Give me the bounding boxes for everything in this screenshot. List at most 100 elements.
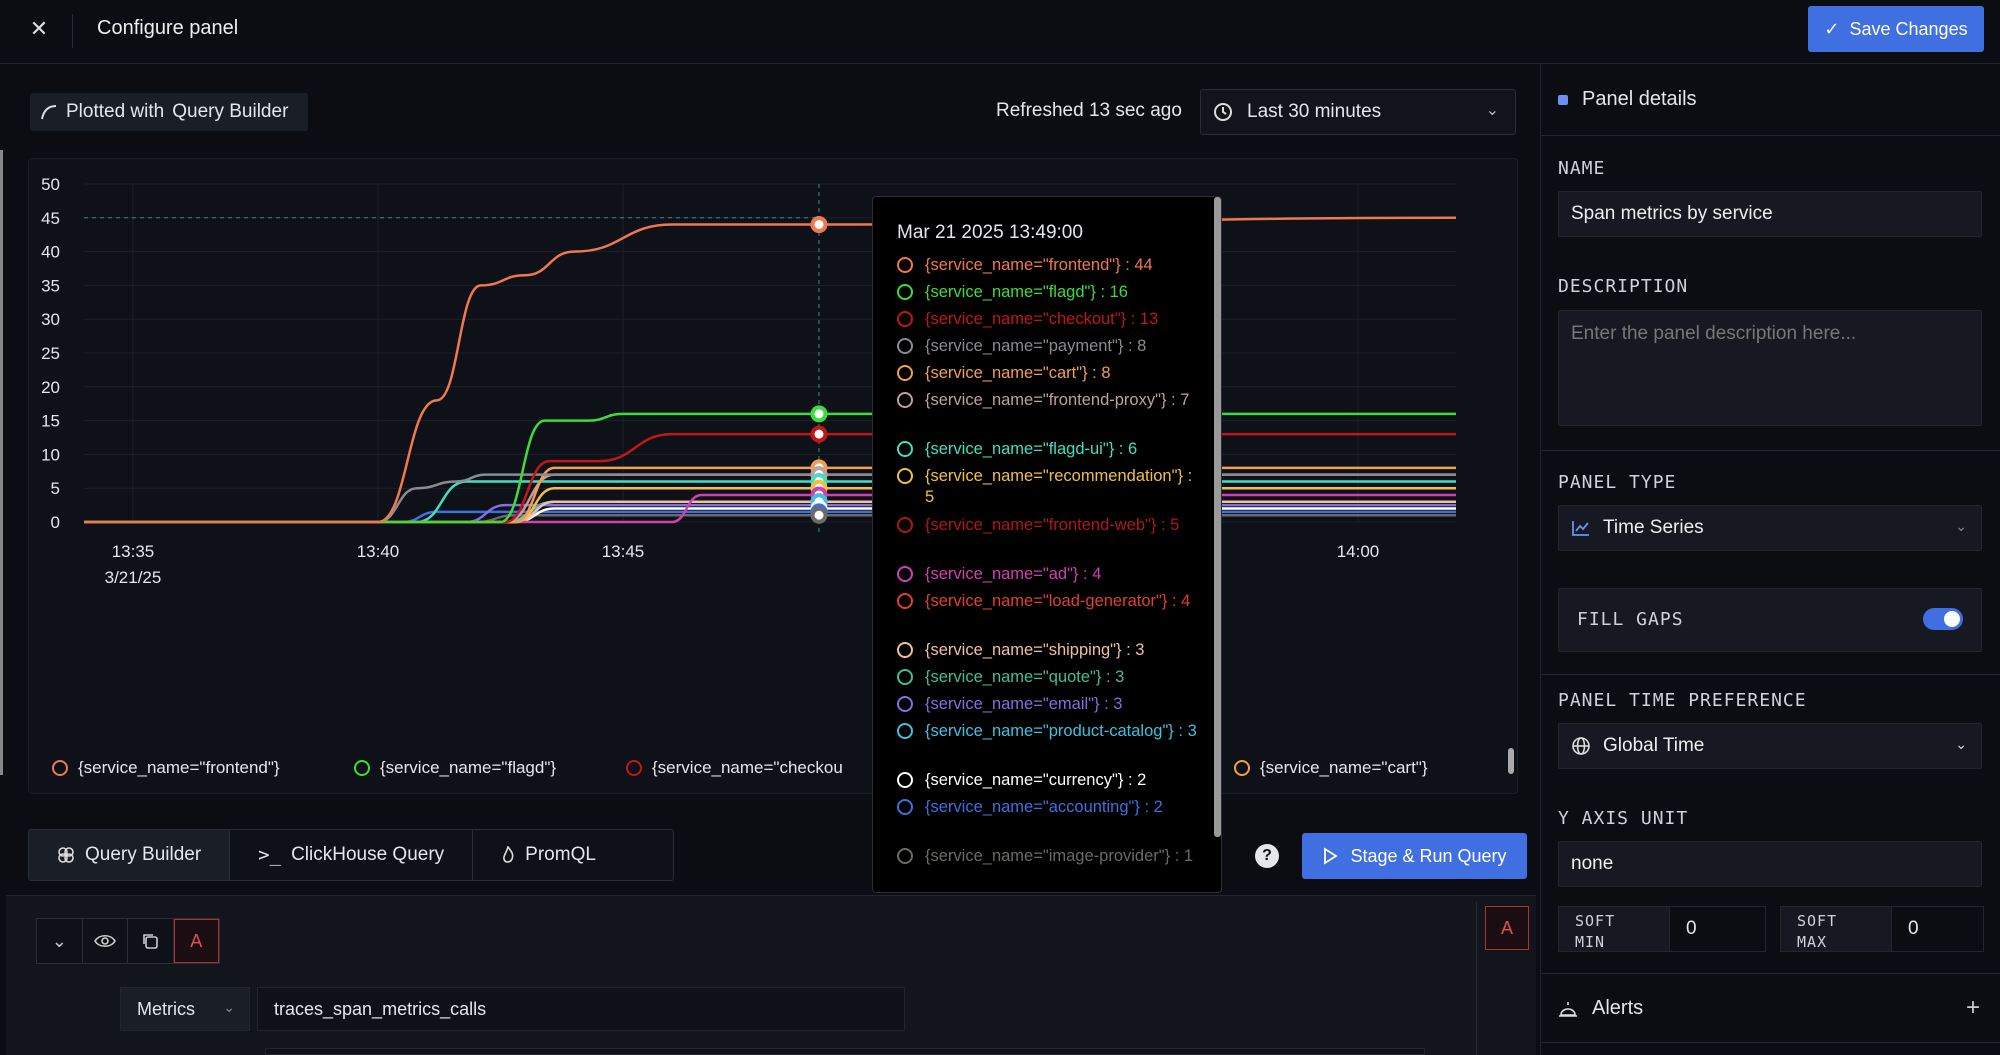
tooltip-row-text: {service_name="frontend"} : 44 xyxy=(925,256,1153,274)
description-label: DESCRIPTION xyxy=(1558,276,1689,297)
tab-query-builder[interactable]: Query Builder xyxy=(29,830,231,880)
legend-label: {service_name="cart"} xyxy=(1260,758,1428,777)
panel-type-select[interactable]: Time Series ⌄ xyxy=(1558,505,1982,551)
terminal-icon: >_ xyxy=(258,844,282,866)
legend-label: {service_name="flagd"} xyxy=(380,758,557,777)
y-tick-label: 0 xyxy=(51,513,60,532)
line-chart-icon xyxy=(1572,521,1589,536)
tooltip-row-text: {service_name="product-catalog"} : 3 xyxy=(925,722,1197,740)
time-preference-label: PANEL TIME PREFERENCE xyxy=(1558,690,1807,711)
series-ring-icon xyxy=(897,669,913,685)
time-preference-select[interactable]: Global Time ⌄ xyxy=(1558,723,1982,769)
series-ring-icon xyxy=(897,365,913,381)
tooltip-row: {service_name="frontend"} : 44 xyxy=(897,255,1197,276)
query-letter-badge[interactable]: A xyxy=(1485,906,1529,950)
series-ring-icon xyxy=(897,723,913,739)
tooltip-row-text: {service_name="payment"} : 8 xyxy=(925,337,1147,355)
legend-marker xyxy=(626,760,642,776)
help-icon[interactable]: ? xyxy=(1255,844,1279,868)
filter-input[interactable] xyxy=(265,1048,1425,1055)
tooltip-row-text: {service_name="load-generator"} : 4 xyxy=(925,592,1191,610)
stage-run-query-button[interactable]: Stage & Run Query xyxy=(1302,833,1527,879)
soft-max-field: SOFT MAX 0 xyxy=(1780,906,1984,952)
save-changes-label: Save Changes xyxy=(1849,18,1968,39)
soft-max-input[interactable]: 0 xyxy=(1891,907,1983,951)
x-tick-sublabel: 3/21/25 xyxy=(105,568,162,587)
legend-item-frontend[interactable]: {service_name="frontend"} xyxy=(52,758,280,778)
tooltip-row-text: {service_name="frontend-web"} : 5 xyxy=(925,516,1180,534)
soft-max-label: SOFT MAX xyxy=(1781,907,1891,951)
series-ring-icon xyxy=(897,593,913,609)
tooltip-row: {service_name="recommendation"} : 5 xyxy=(897,466,1197,508)
panel-type-value: Time Series xyxy=(1603,517,1704,538)
x-tick-label: 14:00 xyxy=(1337,542,1380,561)
legend-label: {service_name="checkou xyxy=(652,758,843,777)
data-source-select[interactable]: Metrics ⌄ xyxy=(120,987,250,1031)
divider xyxy=(1541,973,2000,974)
legend-item-cart[interactable]: {service_name="cart"} xyxy=(1234,758,1428,778)
series-marker xyxy=(810,425,828,443)
query-editor xyxy=(6,895,1536,1055)
save-changes-button[interactable]: ✓ Save Changes xyxy=(1808,6,1984,52)
chevron-down-icon: ⌄ xyxy=(1955,518,1967,534)
y-tick-label: 25 xyxy=(41,344,60,363)
legend-item-checkout[interactable]: {service_name="checkou xyxy=(626,758,843,778)
tooltip-row-text: {service_name="shipping"} : 3 xyxy=(925,641,1145,659)
copy-icon[interactable] xyxy=(128,919,174,963)
chart-tooltip: Mar 21 2025 13:49:00 {service_name="fron… xyxy=(872,196,1222,893)
panel-name-input[interactable]: Span metrics by service xyxy=(1558,191,1982,237)
eye-icon[interactable] xyxy=(83,919,128,963)
tab-label: PromQL xyxy=(525,844,596,865)
series-ring-icon xyxy=(897,284,913,300)
resize-handle[interactable] xyxy=(0,150,3,775)
panel-details-title: Panel details xyxy=(1582,88,1697,110)
series-ring-icon xyxy=(897,848,913,864)
add-alert-icon[interactable]: + xyxy=(1966,994,1981,1021)
alerts-label: Alerts xyxy=(1592,997,1644,1019)
name-label: NAME xyxy=(1558,158,1606,179)
tooltip-row: {service_name="flagd-ui"} : 6 xyxy=(897,439,1197,460)
collapse-chevron-icon[interactable]: ⌄ xyxy=(37,919,83,963)
tooltip-row: {service_name="flagd"} : 16 xyxy=(897,282,1197,303)
alerts-section[interactable]: Alerts xyxy=(1558,997,1643,1020)
divider xyxy=(1541,135,2000,136)
tab-clickhouse-query[interactable]: >_ ClickHouse Query xyxy=(230,830,474,880)
y-tick-label: 5 xyxy=(51,479,60,498)
divider xyxy=(1476,902,1477,1055)
tooltip-row: {service_name="accounting"} : 2 xyxy=(897,797,1197,818)
tooltip-scrollbar[interactable] xyxy=(1214,197,1221,837)
series-ring-icon xyxy=(897,311,913,327)
close-icon[interactable]: ✕ xyxy=(29,16,49,41)
fill-gaps-toggle[interactable] xyxy=(1923,608,1963,630)
x-tick-label: 13:45 xyxy=(602,542,645,561)
legend-item-flagd[interactable]: {service_name="flagd"} xyxy=(354,758,556,778)
stage-label: Stage & Run Query xyxy=(1350,845,1507,866)
description-textarea[interactable]: Enter the panel description here... xyxy=(1558,310,1982,426)
plotted-with-badge[interactable]: Plotted with Query Builder xyxy=(30,93,308,131)
chevron-down-icon: ⌄ xyxy=(1485,102,1499,119)
tooltip-row-text: {service_name="recommendation"} : 5 xyxy=(925,467,1193,506)
divider xyxy=(1541,450,2000,451)
legend-scrollbar[interactable] xyxy=(1508,748,1514,774)
y-tick-label: 40 xyxy=(41,243,60,262)
panel-type-label: PANEL TYPE xyxy=(1558,472,1677,493)
query-letter[interactable]: A xyxy=(173,919,220,963)
time-series-chart[interactable]: 0 5 10 15 20 25 30 35 40 45 50 13:35 3/21/25 13:40 13… xyxy=(28,160,1518,750)
time-range-select[interactable]: Last 30 minutes ⌄ xyxy=(1200,89,1516,135)
y-tick-label: 30 xyxy=(41,310,60,329)
legend-marker xyxy=(1234,760,1250,776)
curve-icon xyxy=(41,105,57,120)
tab-promql[interactable]: PromQL xyxy=(473,830,624,880)
tooltip-row-text: {service_name="frontend-proxy"} : 7 xyxy=(925,391,1190,409)
series-ring-icon xyxy=(897,468,913,484)
tooltip-row: {service_name="checkout"} : 13 xyxy=(897,309,1197,330)
tooltip-row-text: {service_name="email"} : 3 xyxy=(925,695,1123,713)
metric-name-input[interactable]: traces_span_metrics_calls xyxy=(257,987,905,1031)
tooltip-row-text: {service_name="cart"} : 8 xyxy=(925,364,1111,382)
soft-min-input[interactable]: 0 xyxy=(1669,907,1765,951)
legend-label: {service_name="frontend"} xyxy=(78,758,280,777)
tooltip-row: {service_name="product-catalog"} : 3 xyxy=(897,721,1197,742)
y-axis-unit-input[interactable]: none xyxy=(1558,841,1982,887)
y-axis-unit-label: Y AXIS UNIT xyxy=(1558,808,1689,829)
series-line xyxy=(83,510,1456,524)
